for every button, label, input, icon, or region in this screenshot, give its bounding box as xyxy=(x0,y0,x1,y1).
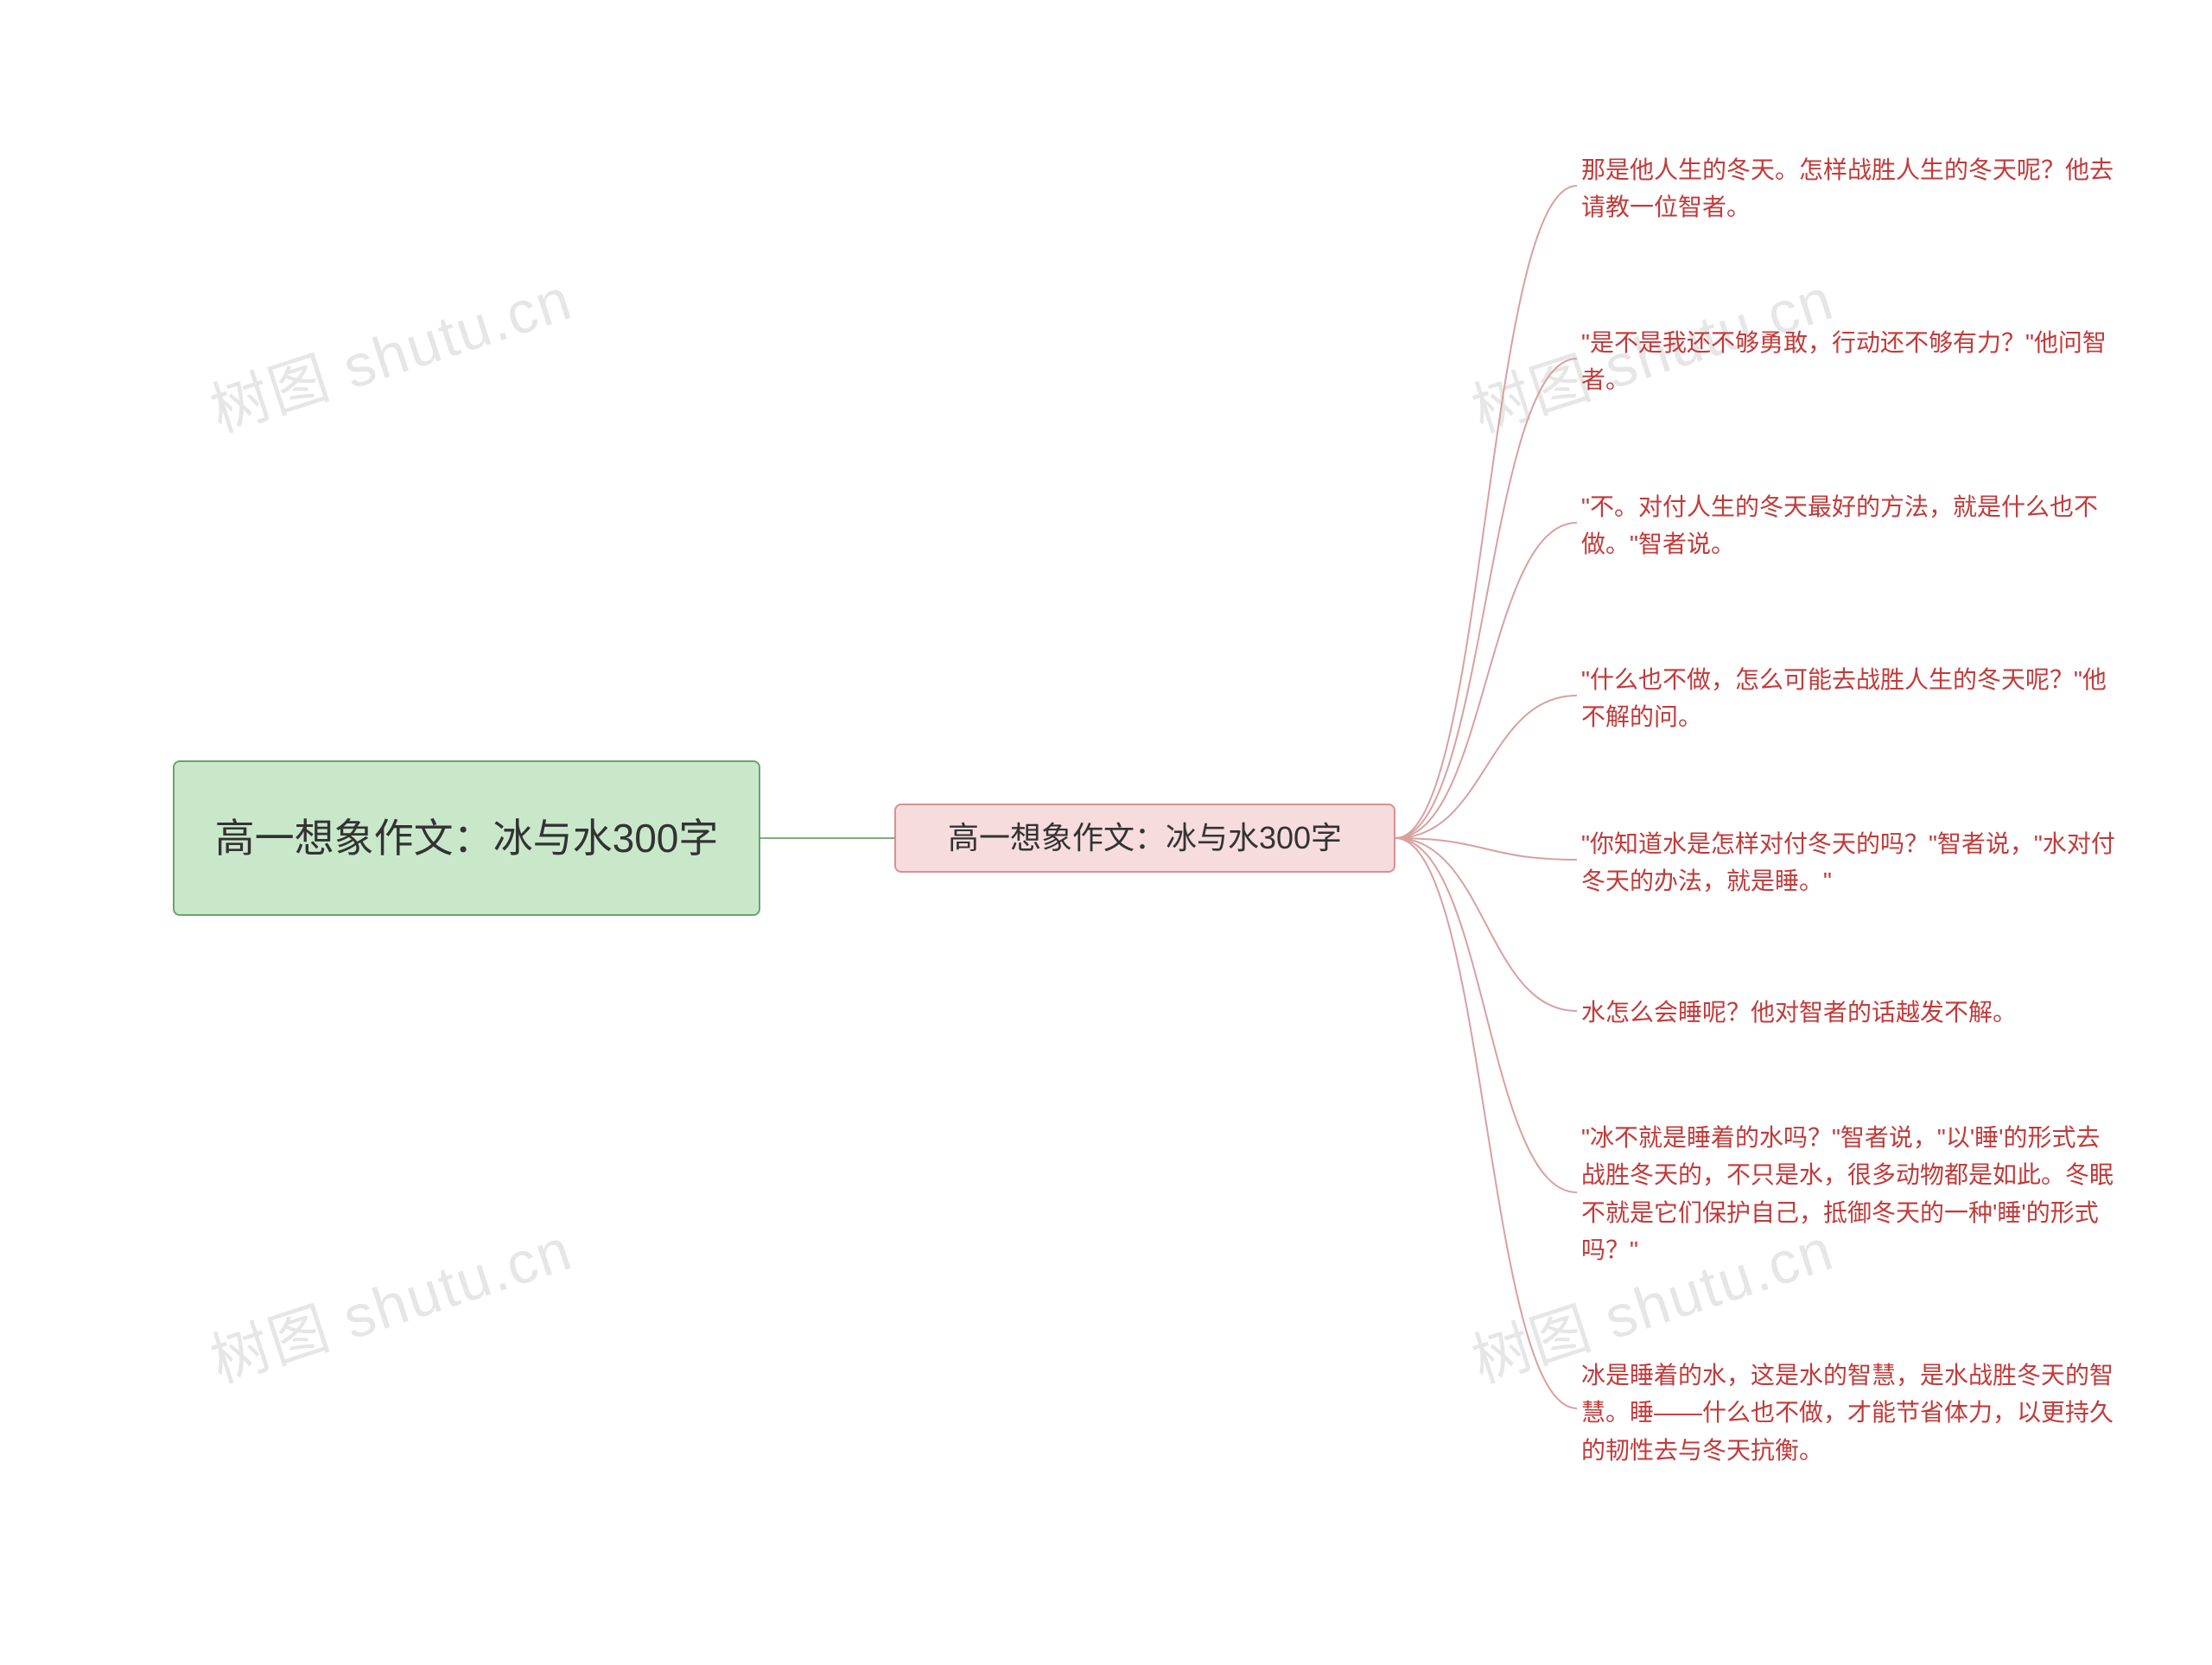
leaf-node[interactable]: "冰不就是睡着的水吗？"智者说，"以'睡'的形式去战胜冬天的，不只是水，很多动物… xyxy=(1581,1119,2117,1269)
leaf-text: "不。对付人生的冬天最好的方法，就是什么也不做。"智者说。 xyxy=(1581,493,2098,557)
leaf-node[interactable]: "你知道水是怎样对付冬天的吗？"智者说，"水对付冬天的办法，就是睡。" xyxy=(1581,825,2117,900)
leaf-node[interactable]: "不。对付人生的冬天最好的方法，就是什么也不做。"智者说。 xyxy=(1581,488,2117,563)
leaf-text: 那是他人生的冬天。怎样战胜人生的冬天呢？他去请教一位智者。 xyxy=(1581,156,2113,220)
leaf-text: 冰是睡着的水，这是水的智慧，是水战胜冬天的智慧。睡——什么也不做，才能节省体力，… xyxy=(1581,1362,2113,1464)
mid-text: 高一想象作文：冰与水300字 xyxy=(948,817,1342,860)
leaf-text: "是不是我还不够勇敢，行动还不够有力？"他问智者。 xyxy=(1581,329,2107,393)
watermark: 树图 shutu.cn xyxy=(198,1202,581,1399)
leaf-node[interactable]: 冰是睡着的水，这是水的智慧，是水战胜冬天的智慧。睡——什么也不做，才能节省体力，… xyxy=(1581,1357,2117,1469)
watermark: 树图 shutu.cn xyxy=(198,251,581,448)
root-node[interactable]: 高一想象作文：冰与水300字 xyxy=(173,760,760,916)
leaf-node[interactable]: "什么也不做，怎么可能去战胜人生的冬天呢？"他不解的问。 xyxy=(1581,661,2117,736)
mid-node[interactable]: 高一想象作文：冰与水300字 xyxy=(894,804,1395,873)
leaf-text: "什么也不做，怎么可能去战胜人生的冬天呢？"他不解的问。 xyxy=(1581,666,2107,730)
mindmap-canvas: 树图 shutu.cn 树图 shutu.cn 树图 shutu.cn 树图 s… xyxy=(0,0,2212,1665)
leaf-node[interactable]: 水怎么会睡呢？他对智者的话越发不解。 xyxy=(1581,994,2117,1031)
root-text: 高一想象作文：冰与水300字 xyxy=(215,810,719,866)
leaf-node[interactable]: "是不是我还不够勇敢，行动还不够有力？"他问智者。 xyxy=(1581,324,2117,399)
leaf-text: "你知道水是怎样对付冬天的吗？"智者说，"水对付冬天的办法，就是睡。" xyxy=(1581,830,2115,894)
leaf-text: "冰不就是睡着的水吗？"智者说，"以'睡'的形式去战胜冬天的，不只是水，很多动物… xyxy=(1581,1124,2113,1263)
leaf-node[interactable]: 那是他人生的冬天。怎样战胜人生的冬天呢？他去请教一位智者。 xyxy=(1581,151,2117,226)
leaf-text: 水怎么会睡呢？他对智者的话越发不解。 xyxy=(1581,999,2017,1026)
